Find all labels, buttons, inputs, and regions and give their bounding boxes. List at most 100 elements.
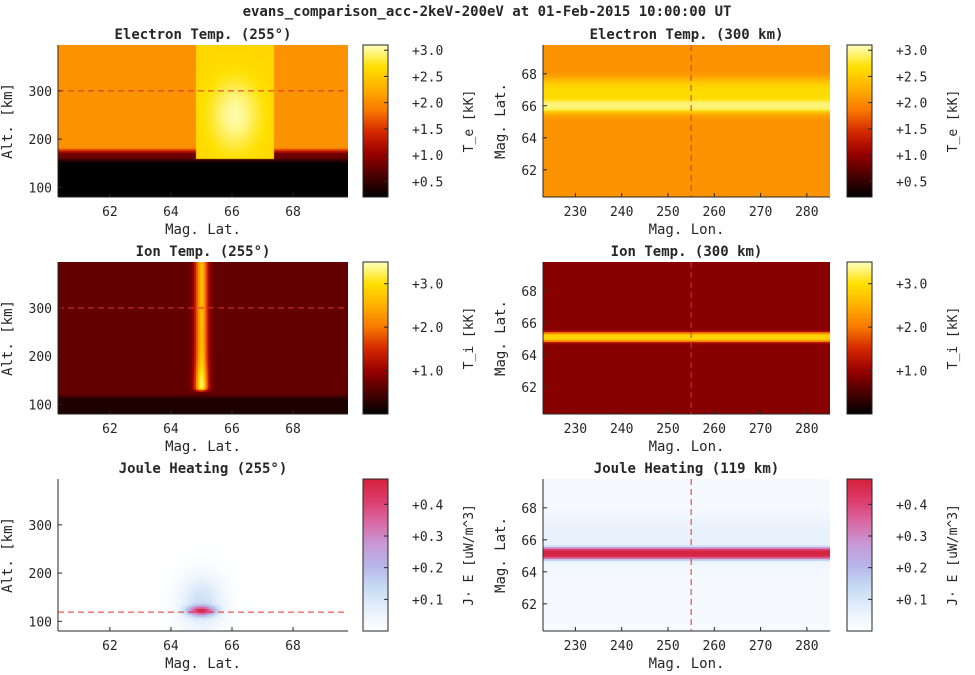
- x-tick-label: 66: [224, 205, 240, 220]
- x-tick-label: 240: [610, 205, 633, 220]
- x-tick-label: 260: [703, 205, 726, 220]
- colorbar-tick-label: +3.0: [412, 44, 443, 59]
- colorbar-tick-label: +1.0: [412, 365, 443, 380]
- colorbar-tick-label: +0.3: [896, 530, 927, 545]
- y-tick-label: 300: [29, 85, 52, 100]
- x-tick-label: 280: [795, 205, 818, 220]
- colorbar-tick-label: +0.1: [896, 593, 927, 608]
- y-tick-label: 68: [521, 285, 537, 300]
- x-tick-label: 64: [163, 205, 179, 220]
- panel-jh-alt: Joule Heating (255°) 62 64 66 68 100 200 300 Mag…: [0, 461, 477, 672]
- colorbar-tick-label: +2.5: [412, 70, 443, 85]
- y-tick-label: 62: [521, 164, 537, 179]
- x-tick-label: 62: [102, 422, 118, 437]
- x-axis-label: Mag. Lat.: [165, 222, 241, 238]
- x-tick-label: 230: [564, 422, 587, 437]
- x-tick-label: 280: [795, 639, 818, 654]
- colorbar-tick-label: +2.0: [896, 321, 927, 336]
- heatmap-image: [58, 45, 348, 197]
- x-tick-label: 68: [285, 639, 301, 654]
- panel-title: Joule Heating (255°): [119, 461, 288, 477]
- colorbar-label: J· E [uW/m^3]: [946, 504, 961, 606]
- colorbar: [362, 478, 389, 632]
- x-tick-label: 250: [656, 422, 679, 437]
- colorbar: [846, 478, 873, 632]
- heatmap-image: [58, 262, 348, 414]
- x-axis-label: Mag. Lon.: [649, 439, 725, 455]
- colorbar-tick-label: +3.0: [412, 278, 443, 293]
- colorbar-label: T_i [kK]: [946, 307, 961, 370]
- colorbar-tick-label: +0.4: [412, 498, 443, 513]
- colorbar-tick-label: +0.2: [412, 562, 443, 577]
- panel-te-alt: Electron Temp. (255°) 62 64 66 68 100 200 300 Ma…: [0, 27, 477, 238]
- colorbar: [846, 44, 873, 198]
- y-tick-label: 66: [521, 100, 537, 115]
- y-tick-label: 200: [29, 567, 52, 582]
- colorbar-tick-label: +2.0: [412, 321, 443, 336]
- panel-jh-map: Joule Heating (119 km) 230 240 250 260 270 280…: [493, 461, 961, 672]
- colorbar-tick-label: +3.0: [896, 44, 927, 59]
- colorbar-tick-label: +0.3: [412, 530, 443, 545]
- colorbar: [846, 261, 873, 415]
- x-tick-label: 250: [656, 205, 679, 220]
- x-tick-label: 270: [749, 639, 772, 654]
- colorbar-tick-label: +2.0: [896, 97, 927, 112]
- x-tick-label: 260: [703, 422, 726, 437]
- x-tick-label: 270: [749, 205, 772, 220]
- colorbar-label: T_i [kK]: [462, 307, 477, 370]
- x-tick-label: 62: [102, 639, 118, 654]
- colorbar-tick-label: +0.1: [412, 593, 443, 608]
- colorbar-tick-label: +0.4: [896, 498, 927, 513]
- colorbar-tick-label: +0.2: [896, 562, 927, 577]
- x-tick-label: 64: [163, 639, 179, 654]
- panels: Electron Temp. (255°) 62 64 66 68 100 200 300 Ma…: [0, 27, 961, 672]
- y-axis-label: Mag. Lat.: [493, 517, 509, 593]
- y-axis-label: Alt. [km]: [0, 517, 16, 593]
- colorbar-label: T_e [kK]: [946, 90, 961, 153]
- x-tick-label: 66: [224, 639, 240, 654]
- panel-title: Ion Temp. (300 km): [611, 244, 763, 260]
- x-tick-label: 230: [564, 205, 587, 220]
- x-axis-label: Mag. Lon.: [649, 656, 725, 672]
- heatmap-image: [543, 45, 830, 197]
- x-tick-label: 66: [224, 422, 240, 437]
- colorbar-tick-label: +3.0: [896, 278, 927, 293]
- x-tick-label: 230: [564, 639, 587, 654]
- x-tick-label: 250: [656, 639, 679, 654]
- y-tick-label: 68: [521, 68, 537, 83]
- x-tick-label: 240: [610, 639, 633, 654]
- heatmap-image: [543, 262, 830, 414]
- heatmap-image: [543, 479, 830, 631]
- panel-ti-alt: Ion Temp. (255°) 62 64 66 68 100 200 300 Mag. La…: [0, 244, 477, 455]
- y-tick-label: 200: [29, 350, 52, 365]
- x-axis-label: Mag. Lon.: [649, 222, 725, 238]
- x-axis-label: Mag. Lat.: [165, 439, 241, 455]
- y-axis-label: Mag. Lat.: [493, 83, 509, 159]
- colorbar: [362, 261, 389, 415]
- y-tick-label: 62: [521, 381, 537, 396]
- y-tick-label: 300: [29, 302, 52, 317]
- y-tick-label: 62: [521, 598, 537, 613]
- y-axis-label: Alt. [km]: [0, 83, 16, 159]
- colorbar-tick-label: +1.5: [412, 123, 443, 138]
- colorbar-tick-label: +1.5: [896, 123, 927, 138]
- panel-title: Electron Temp. (255°): [114, 27, 291, 43]
- x-tick-label: 260: [703, 639, 726, 654]
- y-tick-label: 200: [29, 133, 52, 148]
- figure-title: evans_comparison_acc-2keV-200eV at 01-Fe…: [243, 4, 732, 20]
- x-tick-label: 270: [749, 422, 772, 437]
- x-tick-label: 68: [285, 422, 301, 437]
- panel-title: Ion Temp. (255°): [136, 244, 271, 260]
- y-tick-label: 64: [521, 349, 537, 364]
- y-tick-label: 68: [521, 502, 537, 517]
- y-tick-label: 66: [521, 317, 537, 332]
- panel-title: Electron Temp. (300 km): [590, 27, 784, 43]
- x-tick-label: 240: [610, 422, 633, 437]
- colorbar-tick-label: +2.0: [412, 97, 443, 112]
- heatmap-image: [58, 479, 348, 631]
- x-tick-label: 64: [163, 422, 179, 437]
- y-axis-label: Mag. Lat.: [493, 300, 509, 376]
- colorbar-label: T_e [kK]: [462, 90, 477, 153]
- y-tick-label: 100: [29, 181, 52, 196]
